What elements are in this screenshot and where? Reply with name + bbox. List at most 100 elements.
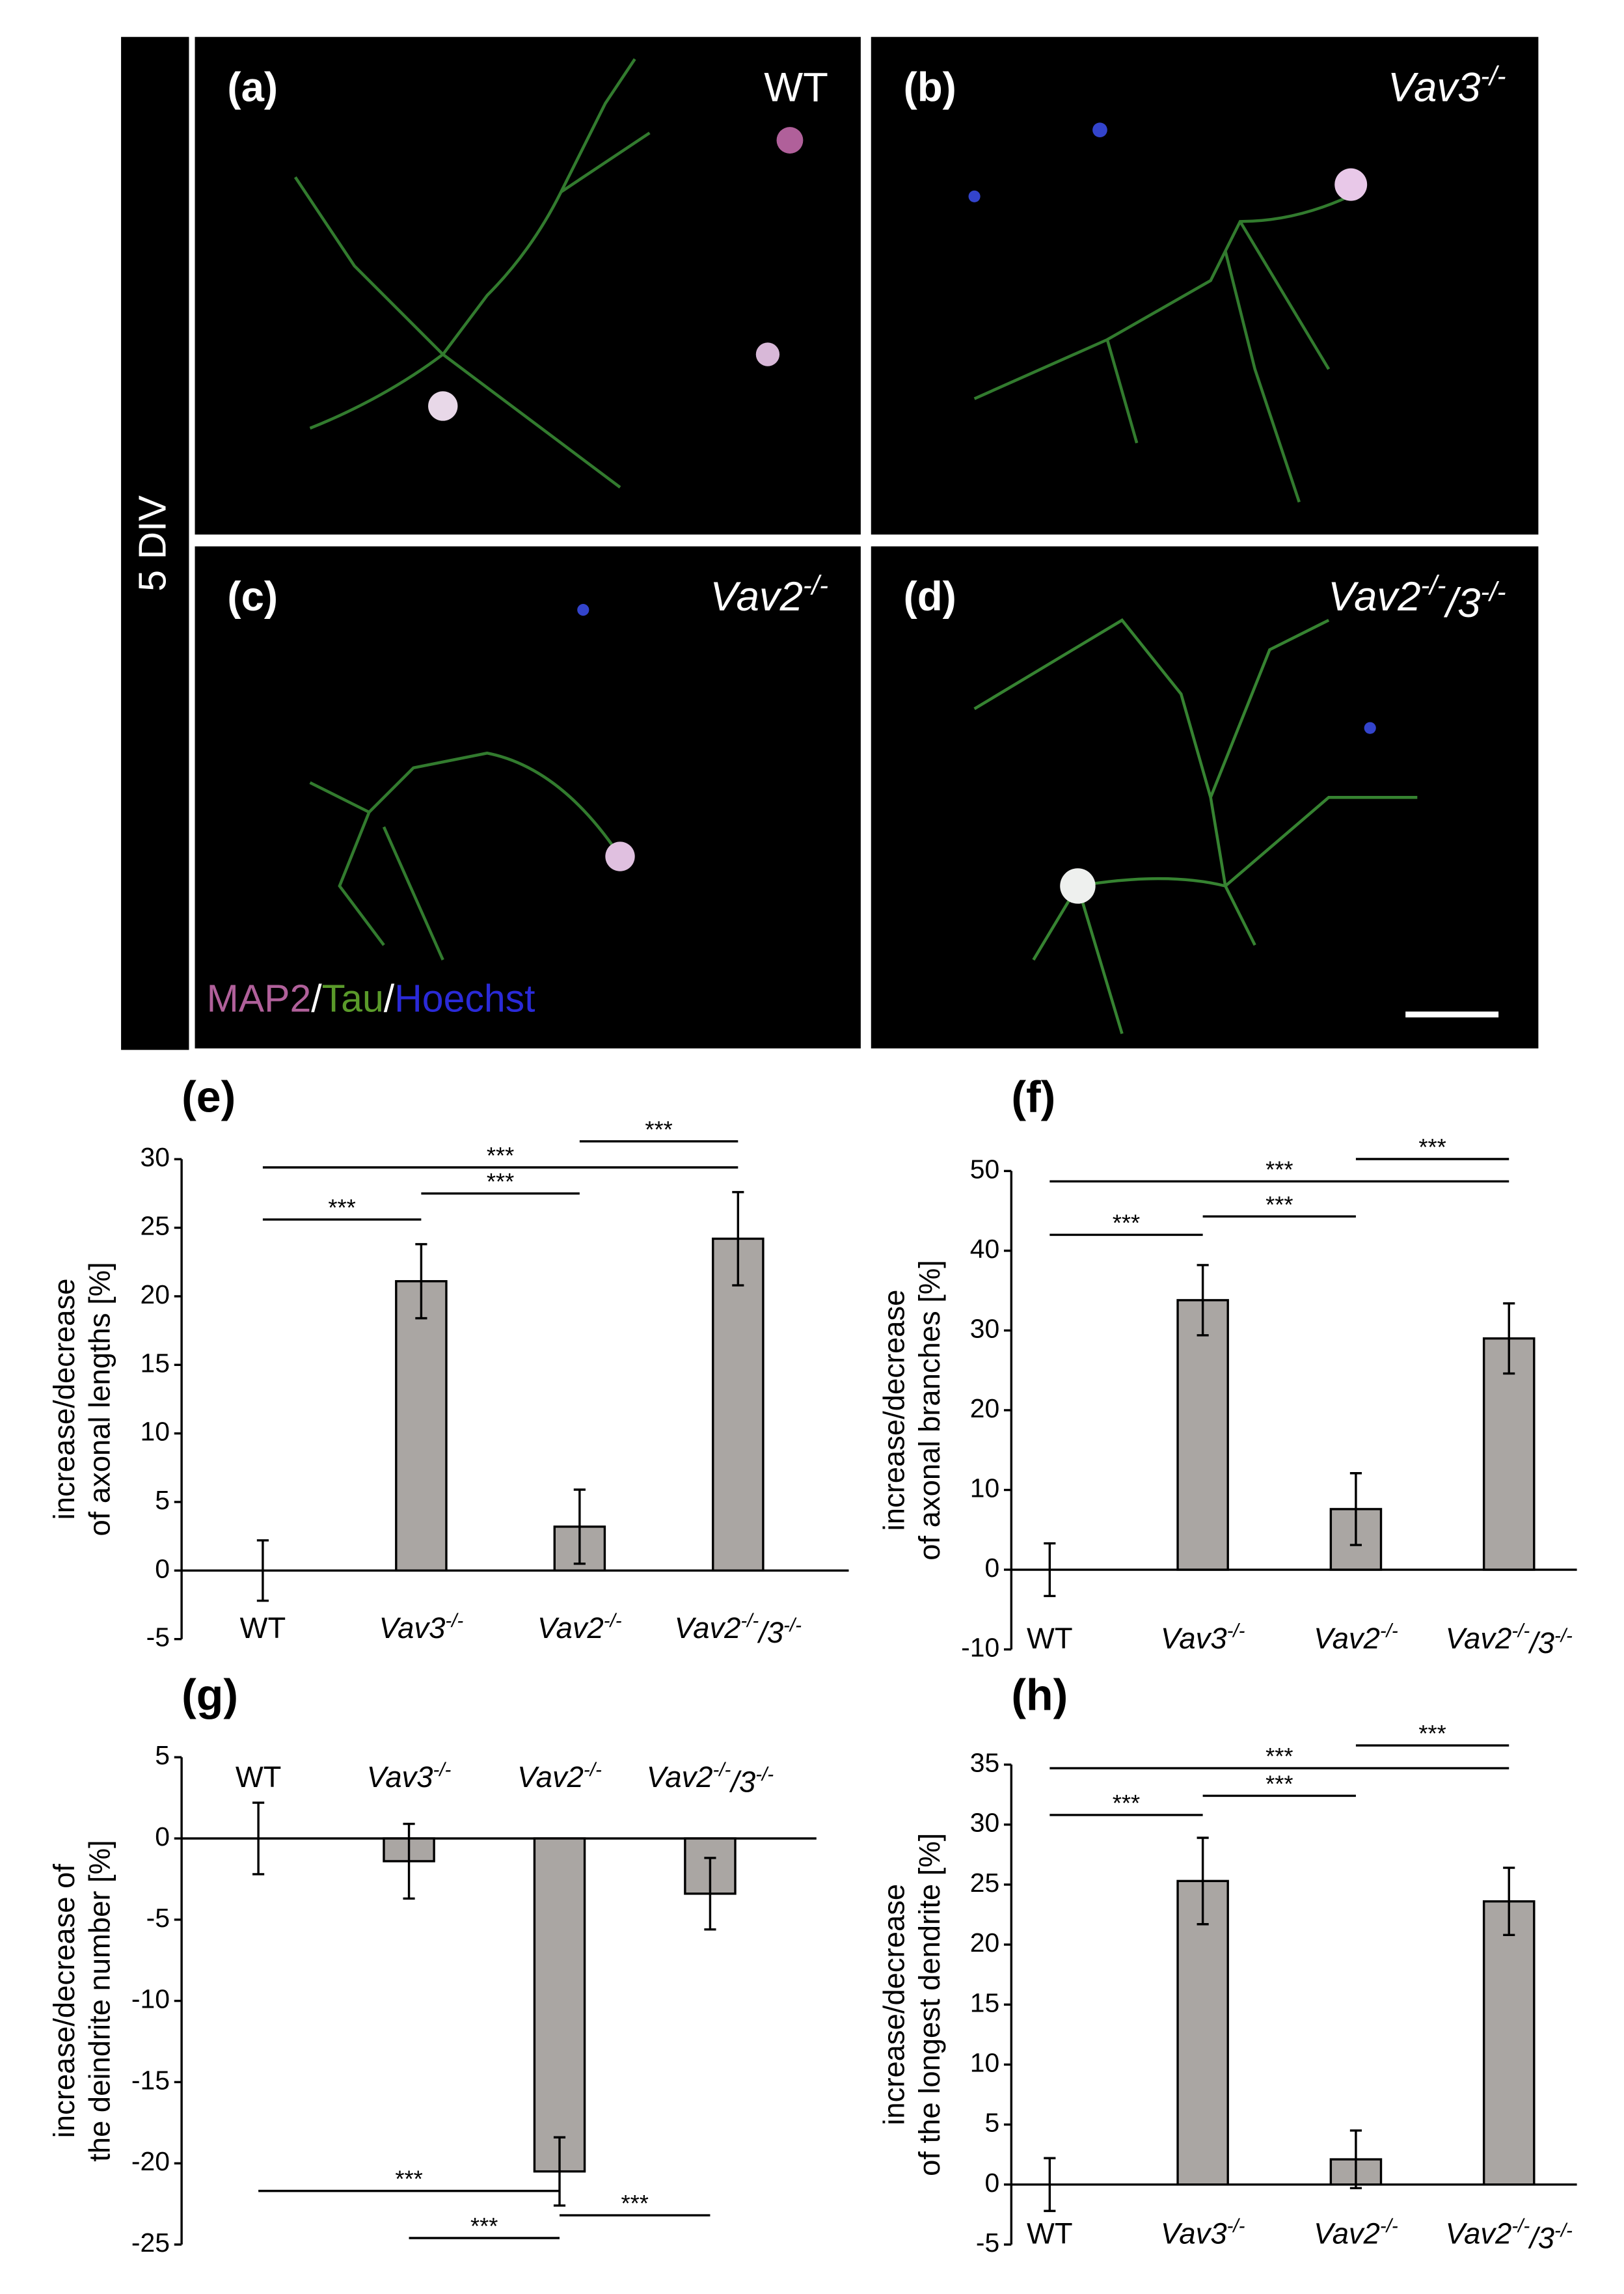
- y-tick-label: 35: [970, 1747, 999, 1777]
- micrograph: [195, 36, 861, 535]
- chart-title: (f): [1011, 1072, 1055, 1121]
- panel-label: (d): [904, 573, 956, 620]
- x-tick-label: WT: [240, 1611, 286, 1645]
- significance-label: ***: [1113, 1209, 1140, 1236]
- error-bar: [573, 1488, 586, 1565]
- significance-label: ***: [1418, 1720, 1446, 1747]
- significance-label: ***: [487, 1142, 514, 1169]
- y-tick-label: -10: [131, 1984, 170, 2014]
- significance-label: ***: [621, 2190, 649, 2217]
- panel-genotype: Vav3-/-: [1388, 61, 1506, 110]
- chart-title: (h): [1011, 1670, 1068, 1719]
- micrograph: [195, 546, 861, 1049]
- y-tick-label: 5: [155, 1740, 170, 1770]
- stain-legend-part: /: [384, 977, 395, 1020]
- bar: [1482, 1900, 1536, 2186]
- y-tick-label: 15: [970, 1987, 999, 2017]
- y-tick-label: 0: [155, 1822, 170, 1851]
- significance-label: ***: [1265, 1156, 1293, 1182]
- bar: [1176, 1879, 1229, 2186]
- side-label: 5 DIV: [131, 495, 174, 592]
- error-bar: [553, 2136, 566, 2207]
- y-tick-label: -25: [131, 2228, 170, 2258]
- significance-label: ***: [1265, 1743, 1293, 1769]
- panel-genotype: WT: [764, 64, 828, 110]
- x-tick-label: WT: [236, 1760, 282, 1794]
- y-tick-label: 20: [970, 1393, 999, 1423]
- significance-label: ***: [470, 2213, 498, 2239]
- error-bar: [252, 1801, 265, 1876]
- y-axis-label: increase/decrease: [47, 1279, 81, 1520]
- error-bar: [732, 1191, 744, 1287]
- bar: [395, 1280, 448, 1572]
- significance-label: ***: [1265, 1191, 1293, 1218]
- x-tick-label: WT: [1027, 1622, 1073, 1655]
- chart-title: (g): [182, 1670, 238, 1719]
- y-axis-label: of axonal branches [%]: [913, 1260, 946, 1561]
- error-bar: [1503, 1302, 1515, 1375]
- panel-label: (a): [227, 64, 278, 110]
- error-bar: [1197, 1264, 1209, 1337]
- y-tick-label: 25: [970, 1868, 999, 1898]
- y-tick-label: 30: [141, 1142, 170, 1172]
- y-tick-label: 10: [141, 1416, 170, 1446]
- error-bar: [704, 1857, 716, 1931]
- chart-title: (e): [182, 1072, 236, 1121]
- x-tick-label: Vav2-/-/3-/-: [1446, 1620, 1573, 1659]
- error-bar: [403, 1822, 415, 1900]
- error-bar: [1349, 1472, 1362, 1546]
- x-tick-label: Vav2-/-: [537, 1610, 622, 1645]
- x-tick-label: Vav2-/-/3-/-: [647, 1759, 774, 1799]
- y-tick-label: 25: [141, 1210, 170, 1240]
- y-axis-label: increase/decrease of: [47, 1864, 81, 2138]
- y-tick-label: -5: [976, 2228, 999, 2258]
- y-tick-label: 20: [141, 1279, 170, 1309]
- y-tick-label: -10: [961, 1632, 999, 1662]
- cell-bodies: [428, 122, 1376, 904]
- significance-label: ***: [1418, 1134, 1446, 1160]
- bar: [533, 1837, 586, 2173]
- significance-label: ***: [1113, 1790, 1140, 1816]
- y-tick-label: -5: [146, 1622, 170, 1652]
- error-bar: [1349, 2129, 1362, 2190]
- significance-label: ***: [395, 2165, 422, 2192]
- error-bar: [1503, 1866, 1515, 1937]
- stain-legend-part: Hoechst: [394, 977, 535, 1020]
- panel-genotype: Vav2-/-: [710, 571, 828, 620]
- y-tick-label: 50: [970, 1154, 999, 1184]
- panel-genotype: Vav2-/-/3-/-: [1328, 571, 1506, 626]
- micrographs: [195, 36, 1539, 1049]
- y-tick-label: 0: [155, 1553, 170, 1583]
- y-tick-label: 30: [970, 1313, 999, 1343]
- panel-label: (b): [904, 64, 956, 110]
- y-tick-label: -5: [146, 1903, 170, 1933]
- y-tick-label: 20: [970, 1928, 999, 1958]
- micrograph: [871, 546, 1539, 1049]
- y-tick-label: -15: [131, 2065, 170, 2095]
- side-bar: [121, 36, 189, 1050]
- y-tick-label: 40: [970, 1234, 999, 1264]
- stain-legend-part: /: [311, 977, 322, 1020]
- x-tick-label: Vav2-/-: [1314, 1620, 1398, 1654]
- x-tick-label: Vav3-/-: [379, 1610, 464, 1645]
- x-tick-label: Vav3-/-: [367, 1759, 452, 1794]
- stain-legend: MAP2/Tau/Hoechst: [207, 977, 535, 1020]
- stain-legend-part: Tau: [322, 977, 384, 1020]
- error-bar: [1044, 1542, 1056, 1598]
- error-bar: [415, 1243, 427, 1320]
- stain-legend-part: MAP2: [207, 977, 312, 1020]
- y-tick-label: 0: [984, 1553, 999, 1583]
- x-tick-label: Vav2-/-/3-/-: [675, 1610, 802, 1650]
- y-tick-label: 5: [984, 2107, 999, 2137]
- x-tick-label: Vav2-/-: [1314, 2215, 1398, 2250]
- x-tick-label: Vav2-/-: [517, 1759, 602, 1794]
- significance-label: ***: [328, 1194, 355, 1221]
- x-tick-label: WT: [1027, 2217, 1073, 2250]
- panel-label: (c): [227, 573, 278, 620]
- y-tick-label: 0: [984, 2168, 999, 2198]
- y-tick-label: -20: [131, 2146, 170, 2176]
- significance-label: ***: [1265, 1770, 1293, 1797]
- y-axis-label: increase/decrease: [877, 1290, 910, 1531]
- y-axis-label: increase/decrease: [877, 1884, 910, 2125]
